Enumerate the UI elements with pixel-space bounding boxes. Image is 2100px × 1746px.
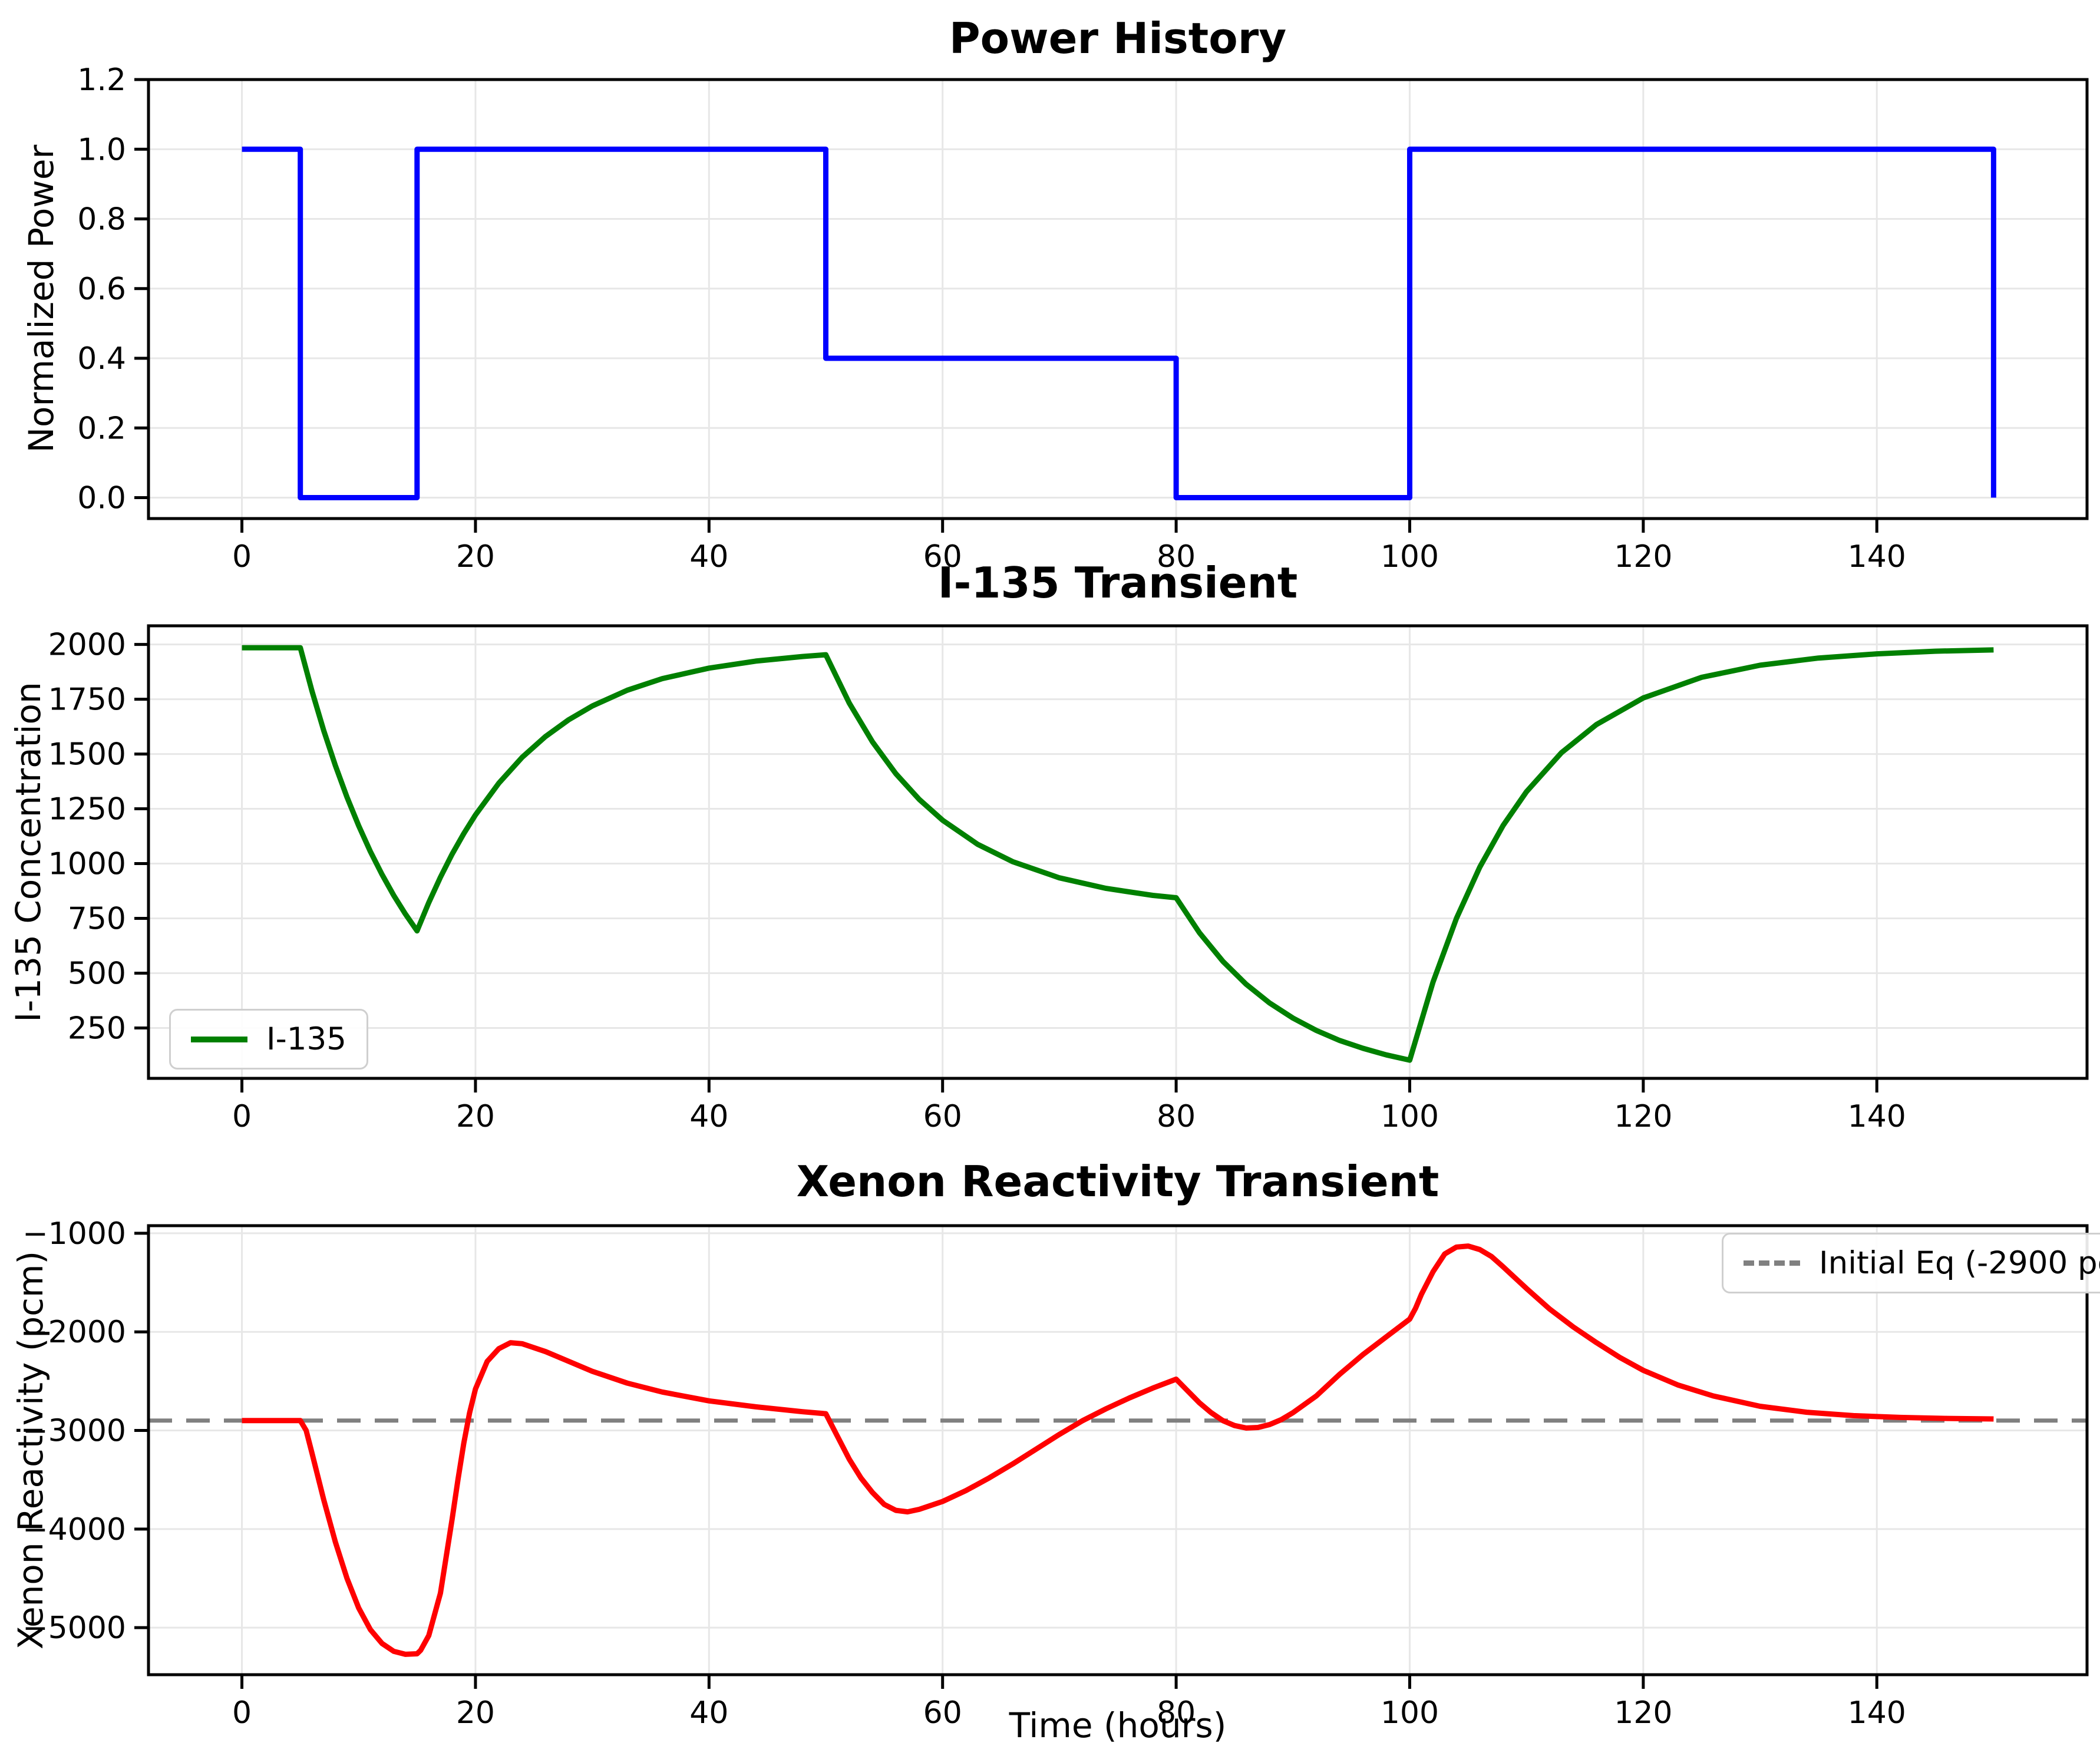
- x-tick-label: 60: [923, 1099, 962, 1134]
- xenon-legend-dashed-line-sample: [1744, 1260, 1800, 1266]
- y-tick-label: 500: [68, 956, 126, 991]
- iodine-y-axis-label: I-135 Concentration: [8, 682, 48, 1022]
- iodine-chart-title: I-135 Transient: [937, 558, 1298, 608]
- x-tick-label: 120: [1614, 1099, 1672, 1134]
- y-tick-label: 0.4: [77, 341, 126, 377]
- y-tick-label: 1000: [48, 847, 126, 882]
- series-I-135: [242, 645, 1994, 1063]
- xenon-y-axis-label: Xenon Reactivity (pcm): [11, 1250, 51, 1650]
- iodine-legend: I-135: [169, 1009, 368, 1070]
- axes-spines: [147, 624, 2089, 1080]
- y-tick-label: 0.2: [77, 411, 126, 446]
- y-tick-label: −3000: [22, 1414, 126, 1449]
- y-tick-label: 1250: [48, 792, 126, 827]
- x-tick-label: 100: [1381, 1099, 1439, 1134]
- series-xenon-reactivity: [242, 1243, 1994, 1657]
- y-tick-label: −5000: [22, 1610, 126, 1646]
- x-tick-label: 100: [1381, 1695, 1439, 1731]
- x-tick-label: 80: [1157, 539, 1196, 575]
- x-axis-label: Time (hours): [1009, 1705, 1227, 1745]
- iodine-axes: 0 20 40 60 80 100 120 140 250 500 750 1000 1250 1500 1…: [48, 624, 2089, 1134]
- y-tick-label: 1.2: [77, 62, 126, 98]
- x-tick-label: 20: [456, 1099, 495, 1134]
- y-tick-label: −2000: [22, 1315, 126, 1350]
- x-tick-label: 100: [1381, 539, 1439, 575]
- x-tick-label: 20: [456, 539, 495, 575]
- x-tick-label: 40: [689, 1695, 728, 1731]
- axes-spines: [147, 78, 2089, 520]
- power-axes: 0 20 40 60 80 100 120 140 0.0 0.2 0.4 0.6 0.8 1.0 1.2: [77, 62, 2089, 575]
- power-chart-title: Power History: [949, 14, 1287, 63]
- xenon-legend: Initial Eq (-2900 pcm): [1722, 1233, 2100, 1293]
- x-tick-label: 0: [232, 539, 252, 575]
- xenon-chart-title: Xenon Reactivity Transient: [796, 1157, 1439, 1206]
- y-tick-label: 0.0: [77, 481, 126, 516]
- y-tick-label: −4000: [22, 1512, 126, 1547]
- x-tick-label: 60: [923, 539, 962, 575]
- y-tick-label: 750: [68, 902, 126, 937]
- x-tick-label: 40: [689, 1099, 728, 1134]
- x-tick-label: 60: [923, 1695, 962, 1731]
- x-tick-label: 0: [232, 1695, 252, 1731]
- y-tick-label: 1500: [48, 737, 126, 773]
- iodine-legend-label: I-135: [266, 1021, 346, 1057]
- x-tick-label: 80: [1157, 1099, 1196, 1134]
- axes-spines: [147, 1224, 2089, 1676]
- y-tick-label: 1750: [48, 682, 126, 718]
- xenon-axes: 0 20 40 60 80 100 120 140 −5000 −4000 −3000 −2000 −1…: [22, 1216, 2089, 1731]
- y-tick-label: 2000: [48, 628, 126, 663]
- y-tick-label: −1000: [22, 1216, 126, 1252]
- x-tick-label: 80: [1157, 1695, 1196, 1731]
- x-tick-label: 140: [1848, 1695, 1906, 1731]
- y-tick-label: 0.8: [77, 202, 126, 237]
- power-y-axis-label: Normalized Power: [21, 144, 61, 453]
- x-tick-label: 120: [1614, 1695, 1672, 1731]
- x-tick-label: 140: [1848, 1099, 1906, 1134]
- xenon-legend-label: Initial Eq (-2900 pcm): [1819, 1245, 2100, 1281]
- x-tick-label: 140: [1848, 539, 1906, 575]
- iodine-legend-line-sample: [191, 1036, 247, 1042]
- y-tick-label: 0.6: [77, 272, 126, 307]
- y-tick-label: 1.0: [77, 132, 126, 167]
- x-tick-label: 20: [456, 1695, 495, 1731]
- x-tick-label: 0: [232, 1099, 252, 1134]
- y-tick-label: 250: [68, 1011, 126, 1046]
- x-tick-label: 40: [689, 539, 728, 575]
- series-power: [242, 146, 1996, 500]
- x-tick-label: 120: [1614, 539, 1672, 575]
